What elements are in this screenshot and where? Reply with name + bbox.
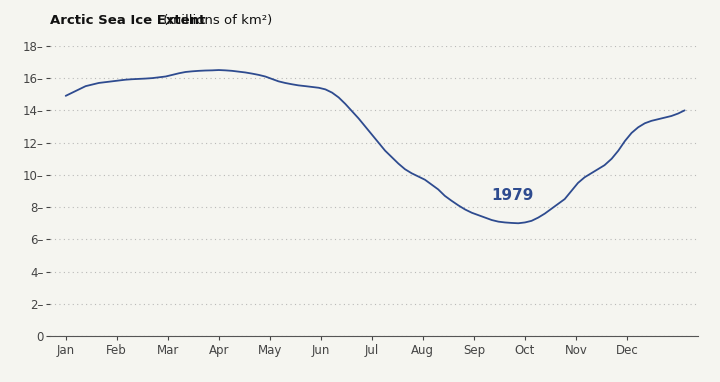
Text: 1979: 1979 [492, 188, 534, 203]
Text: (millions of km²): (millions of km²) [158, 14, 272, 27]
Text: Arctic Sea Ice Extent: Arctic Sea Ice Extent [50, 14, 206, 27]
